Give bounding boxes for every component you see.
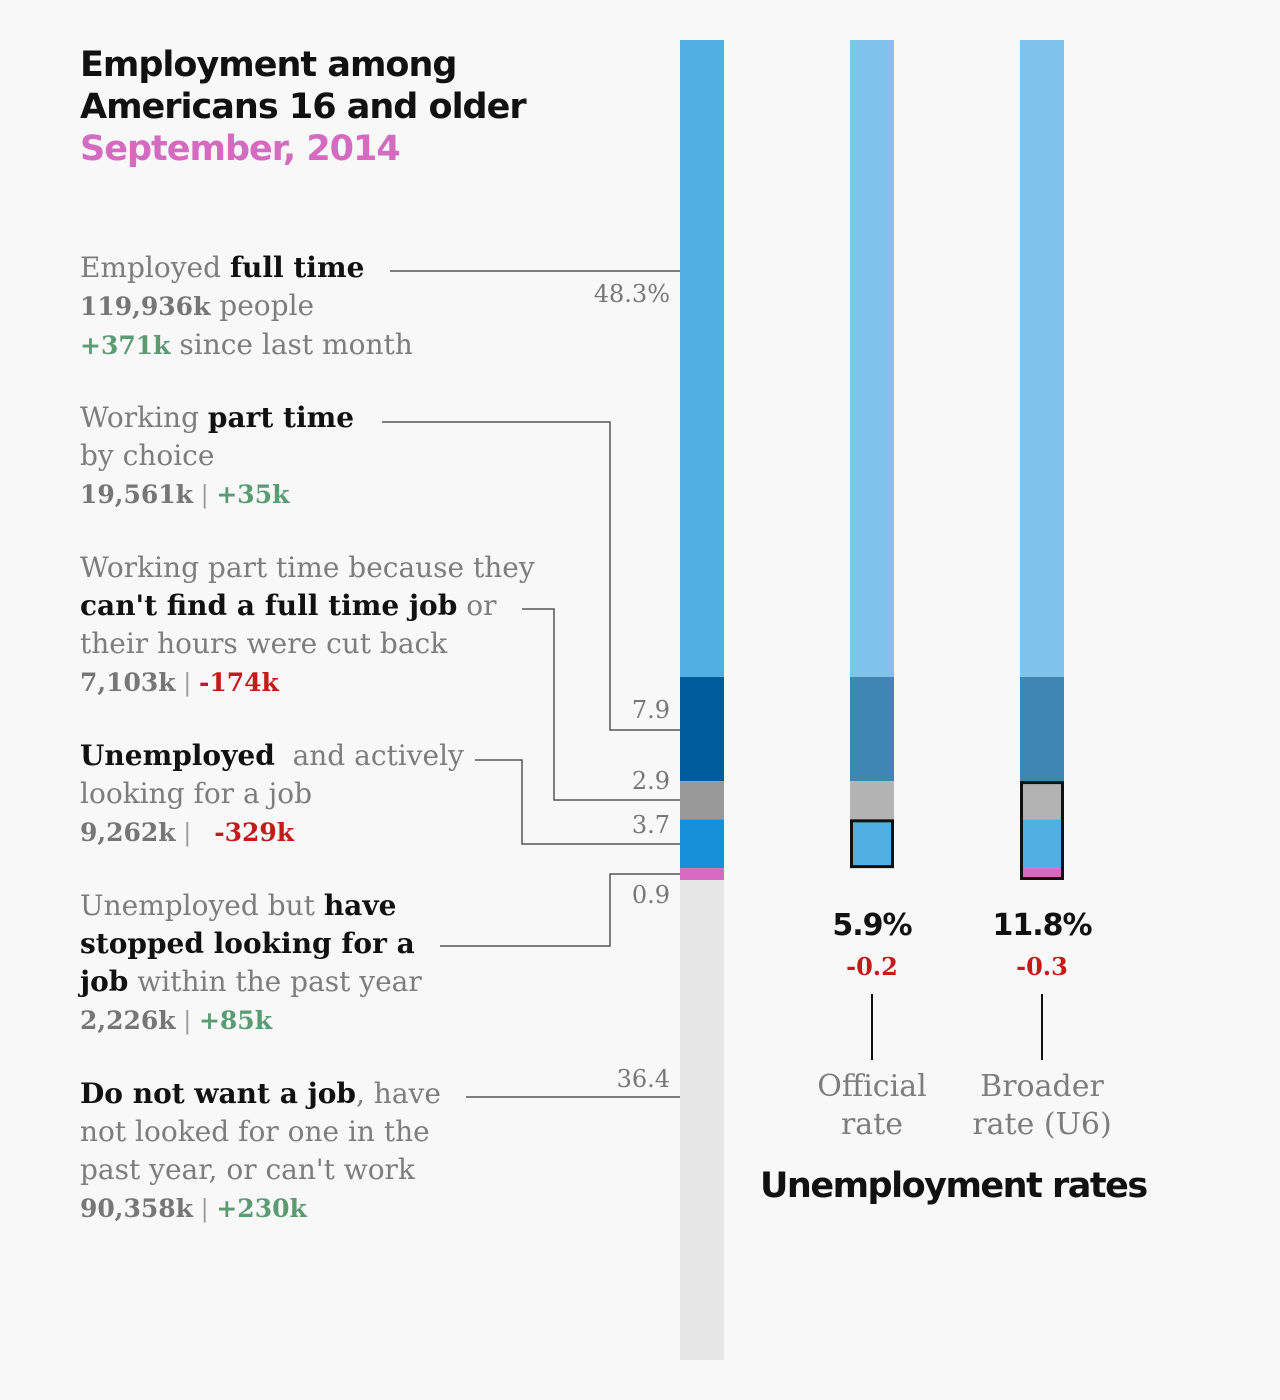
segment-value-label: 36.4 [617,1065,670,1093]
category-unemployed-active: Unemployed and actively looking for a jo… [80,737,464,852]
separator: | [193,1195,217,1223]
category-bold-label: Do not want a job [80,1077,356,1110]
category-text: Working [80,401,208,434]
official-rate-label-line-1: Official [817,1069,927,1104]
category-text: Working part time because they [80,551,535,584]
category-bold-suffix: and actively [274,739,464,772]
segment-value-label: 3.7 [632,811,670,839]
chart-title: Employment among Americans 16 and older … [80,44,527,170]
main-bar-segment [680,676,724,782]
separator: | [193,481,217,509]
separator: | [175,669,199,697]
category-change-suffix: since last month [170,328,413,361]
category-text-2: not looked for one in the [80,1115,430,1148]
category-bold-label: Unemployed [80,739,275,772]
category-bold-suffix: , have [355,1077,441,1110]
category-text-2: their hours were cut back [80,627,448,660]
category-full-time: Employed full time 119,936k people +371k… [80,249,413,365]
category-change: -329k [214,818,295,847]
connector-unemployed-stopped [440,873,680,947]
connector-part-time-economic [522,608,680,801]
segment-value-label: 48.3% [594,280,670,308]
segment-value-label: 2.9 [632,767,670,795]
category-bold-label: have [323,889,397,922]
category-bold-suffix: or [457,589,497,622]
category-change: +85k [198,1006,273,1035]
title-line-2: Americans 16 and older [80,87,527,127]
official-rate-label: Official rate [772,1068,972,1144]
rate-bar-segment [850,880,894,1360]
connector-unemployed-active [475,759,680,845]
category-bold-suffix: within the past year [128,965,422,998]
rate-bar-segment [1020,880,1064,1360]
main-bar-segment [680,40,724,677]
category-count: 9,262k [80,818,176,847]
category-unemployed-stopped: Unemployed but have stopped looking for … [80,887,422,1040]
official-rate-value: 5.9% [832,908,912,943]
rate-highlight-box [850,819,894,869]
segment-value-label: 7.9 [632,696,670,724]
rate-bar-segment [850,819,894,869]
category-part-time-choice: Working part time by choice 19,561k | +3… [80,399,354,514]
category-text: Employed [80,251,230,284]
category-change: +371k [80,331,171,360]
main-bar-segment [680,880,724,1360]
category-text-2: by choice [80,439,215,472]
rate-bar-segment [850,781,894,820]
category-not-want-job: Do not want a job, have not looked for o… [80,1075,441,1228]
category-bold-label-2: stopped looking for a [80,927,415,960]
separator: | [175,1007,199,1035]
broader-rate-label-line-1: Broader [980,1069,1104,1104]
category-text-3: past year, or can't work [80,1153,415,1186]
chart-subtitle-date: September, 2014 [80,129,401,169]
category-count: 2,226k [80,1006,176,1035]
main-bar-segment [680,868,724,880]
category-count: 7,103k [80,668,176,697]
rate-highlight-box [1020,781,1064,880]
rate-bar-segment [1020,868,1064,880]
segment-value-label: 0.9 [632,881,670,909]
category-count: 90,358k [80,1194,194,1223]
category-bold-label: can't find a full time job [80,589,458,622]
category-bold-label-3: job [80,965,129,998]
broader-rate-value: 11.8% [992,908,1092,943]
rate-bar-segment [850,868,894,880]
official-rate-label-line-2: rate [840,1107,904,1142]
official-rate-change: -0.2 [846,952,898,981]
title-line-1: Employment among [80,45,457,85]
main-bar-segment [680,819,724,869]
main-bar-segment [680,781,724,820]
category-change: +35k [216,480,290,509]
category-bold-label: full time [229,251,365,284]
separator: | [175,819,215,847]
rate-bar-segment [1020,819,1064,869]
broader-rate-label-line-2: rate (U6) [972,1107,1112,1142]
category-change: +230k [216,1194,307,1223]
rate-bar-segment [850,40,894,677]
category-text: Unemployed but [80,889,324,922]
rate-bar-segment [850,676,894,782]
rate-bar-segment [1020,781,1064,820]
category-count-suffix: people [210,289,315,322]
rate-bar-segment [1020,40,1064,677]
category-bold-label: part time [207,401,355,434]
broader-rate-change: -0.3 [1016,952,1068,981]
connector-part-time-choice [382,421,680,731]
category-part-time-economic: Working part time because they can't fin… [80,549,535,702]
rate-bar-segment [1020,676,1064,782]
category-count: 119,936k [80,292,211,321]
category-count: 19,561k [80,480,194,509]
category-change: -174k [198,668,279,697]
unemployment-rates-title: Unemployment rates [760,1166,1148,1206]
category-text-2: looking for a job [80,777,313,810]
broader-rate-label: Broader rate (U6) [942,1068,1142,1144]
